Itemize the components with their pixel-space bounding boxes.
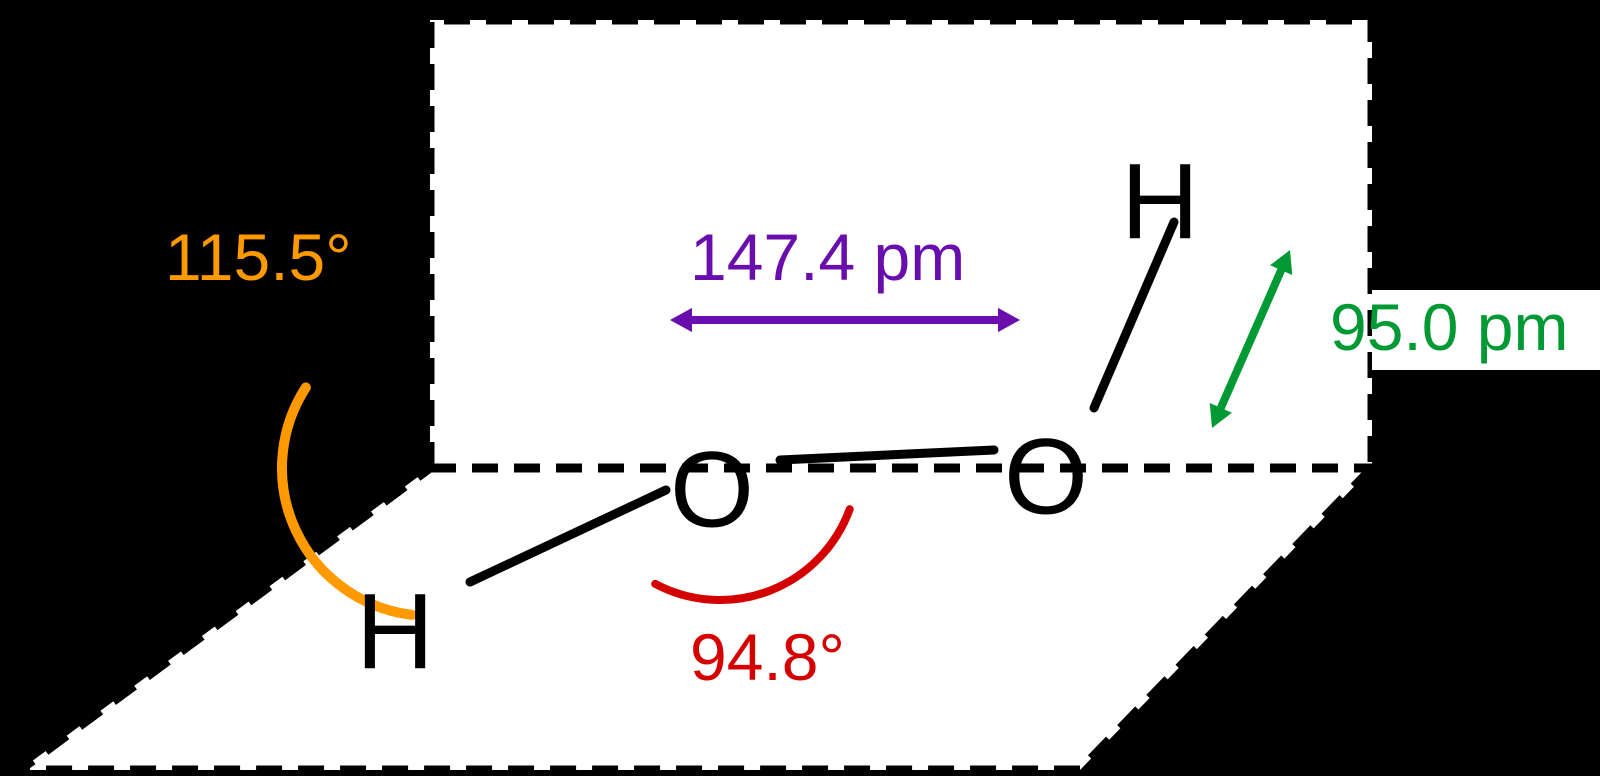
- atom-O_right: O: [1004, 416, 1088, 537]
- atom-O_left: O: [670, 429, 754, 550]
- dihedral-angle-label: 115.5°: [165, 220, 352, 294]
- bond-angle-label: 94.8°: [690, 620, 845, 694]
- oo-bond-length-label: 147.4 pm: [690, 220, 965, 294]
- atom-H_top: H: [1121, 141, 1199, 262]
- atom-H_bottom: H: [356, 571, 434, 692]
- oh-bond-length-label: 95.0 pm: [1330, 290, 1568, 364]
